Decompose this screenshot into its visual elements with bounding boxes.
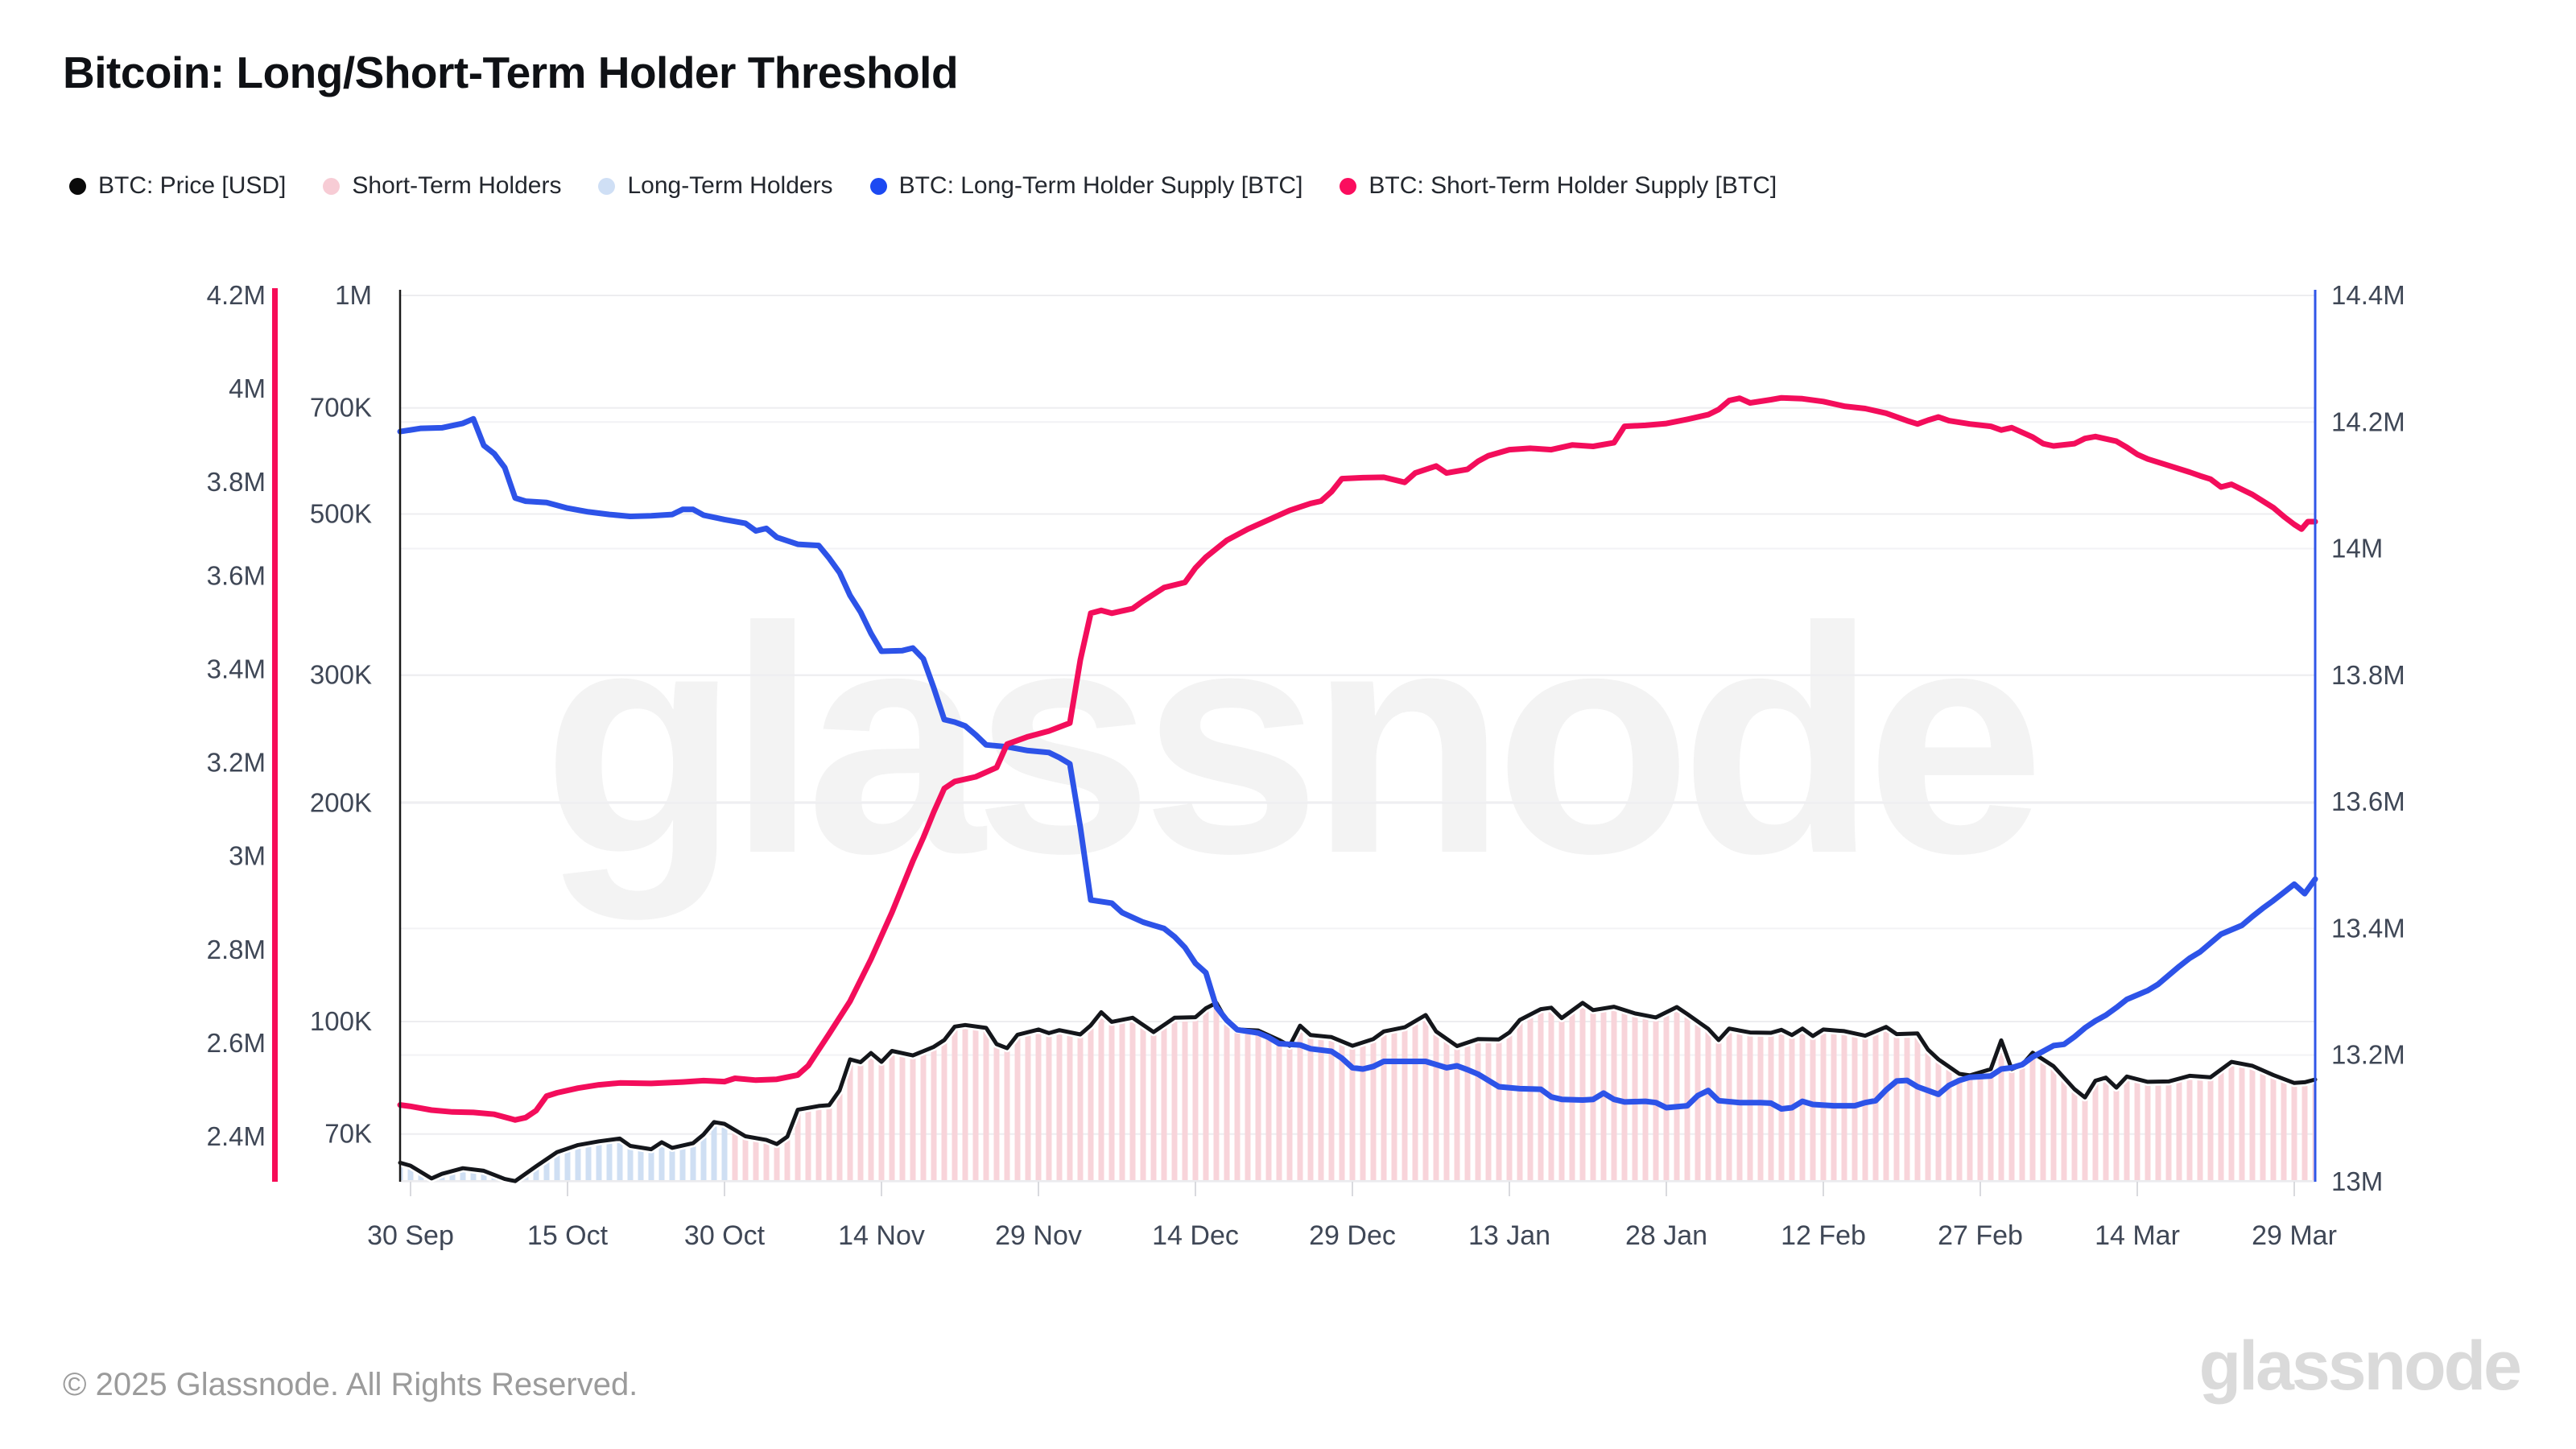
axis-tick-label: 200K — [310, 787, 372, 817]
price-line-halo — [396, 998, 2319, 1186]
x-axis: 30 Sep 15 Oct 30 Oct 14 Nov 29 Nov 14 Dec 29 D… — [367, 1182, 2337, 1251]
x-axis-tick-label: 27 Feb — [1938, 1220, 2023, 1251]
x-axis-tick-label: 14 Nov — [838, 1220, 925, 1251]
legend-dot-icon — [1340, 177, 1357, 195]
axis-tick-label: 100K — [310, 1006, 372, 1036]
sth-axis-bar — [272, 288, 278, 1182]
x-axis-tick-label: 29 Nov — [995, 1220, 1082, 1251]
legend-item-label: BTC: Long-Term Holder Supply [BTC] — [898, 172, 1303, 199]
x-axis-tick-label: 12 Feb — [1781, 1220, 1866, 1251]
axis-tick-label: 300K — [310, 660, 372, 690]
axis-tick-label: 13.4M — [2331, 913, 2405, 943]
x-axis-tick-label: 30 Oct — [684, 1220, 766, 1251]
x-axis-tick-label: 15 Oct — [527, 1220, 609, 1251]
legend-item-short-term-holders[interactable]: Short-Term Holders — [323, 172, 561, 200]
axis-tick-label: 13M — [2331, 1166, 2383, 1196]
btc-price-line — [398, 1001, 2318, 1183]
axis-tick-label: 2.4M — [207, 1121, 266, 1151]
page-title: Bitcoin: Long/Short-Term Holder Threshol… — [63, 47, 959, 97]
x-axis-tick-label: 28 Jan — [1625, 1220, 1707, 1251]
axis-tick-label: 4.2M — [207, 280, 266, 310]
x-axis-tick-label: 14 Mar — [2095, 1220, 2180, 1251]
legend-item-label: Long-Term Holders — [627, 172, 833, 199]
sth-axis-labels: 4.2M 4M 3.8M 3.6M 3.4M 3.2M 3M 2.8M 2.6M 2.4M — [207, 280, 266, 1151]
axis-tick-label: 2.8M — [207, 935, 266, 964]
legend: BTC: Price [USD] Short-Term Holders Long… — [69, 172, 1777, 200]
glassnode-watermark: glassnode — [542, 560, 2045, 920]
x-axis-tick-label: 30 Sep — [367, 1220, 454, 1251]
axis-tick-label: 14M — [2331, 534, 2383, 564]
copyright-text: © 2025 Glassnode. All Rights Reserved. — [63, 1367, 638, 1402]
x-axis-tick-label: 29 Dec — [1309, 1220, 1396, 1251]
legend-item-lth-supply[interactable]: BTC: Long-Term Holder Supply [BTC] — [869, 172, 1303, 200]
axis-tick-label: 3M — [229, 841, 266, 871]
legend-item-btc-price[interactable]: BTC: Price [USD] — [69, 172, 286, 200]
axis-tick-label: 13.2M — [2331, 1040, 2405, 1070]
legend-item-label: BTC: Short-Term Holder Supply [BTC] — [1368, 172, 1777, 199]
legend-item-long-term-holders[interactable]: Long-Term Holders — [598, 172, 833, 200]
legend-dot-icon — [69, 177, 86, 195]
gridlines — [400, 295, 2315, 1183]
axis-tick-label: 3.6M — [207, 560, 266, 590]
axis-tick-label: 14.2M — [2331, 407, 2405, 436]
axis-tick-label: 13.6M — [2331, 786, 2405, 816]
x-axis-tick-label: 14 Dec — [1152, 1220, 1239, 1251]
axis-tick-label: 2.6M — [207, 1028, 266, 1058]
axis-tick-label: 700K — [310, 393, 372, 423]
x-axis-tick-label: 13 Jan — [1468, 1220, 1550, 1251]
holder-bands — [400, 1002, 2315, 1180]
axis-tick-label: 14.4M — [2331, 280, 2405, 310]
legend-dot-icon — [323, 177, 341, 195]
lth-axis-labels: 14.4M 14.2M 14M 13.8M 13.6M 13.4M 13.2M 13M — [2331, 280, 2405, 1196]
sth-supply-line — [397, 394, 2318, 1123]
x-axis-tick-label: 29 Mar — [2252, 1220, 2337, 1251]
legend-item-label: Short-Term Holders — [352, 172, 562, 199]
legend-dot-icon — [598, 177, 616, 195]
legend-item-sth-supply[interactable]: BTC: Short-Term Holder Supply [BTC] — [1340, 172, 1777, 200]
legend-dot-icon — [869, 177, 887, 195]
axis-tick-label: 3.4M — [207, 654, 266, 683]
axis-tick-label: 13.8M — [2331, 660, 2405, 690]
axis-tick-label: 4M — [229, 374, 266, 403]
legend-item-label: BTC: Price [USD] — [98, 172, 287, 199]
glassnode-logo: glassnode — [2198, 1327, 2522, 1405]
axis-tick-label: 500K — [310, 499, 372, 529]
axis-tick-label: 3.2M — [207, 748, 266, 778]
price-axis-labels: 1M 700K 500K 300K 200K 100K 70K — [310, 280, 372, 1149]
axis-tick-label: 3.8M — [207, 467, 266, 497]
axis-tick-label: 70K — [324, 1119, 372, 1149]
axis-tick-label: 1M — [335, 280, 372, 310]
lth-supply-line — [397, 415, 2318, 1112]
